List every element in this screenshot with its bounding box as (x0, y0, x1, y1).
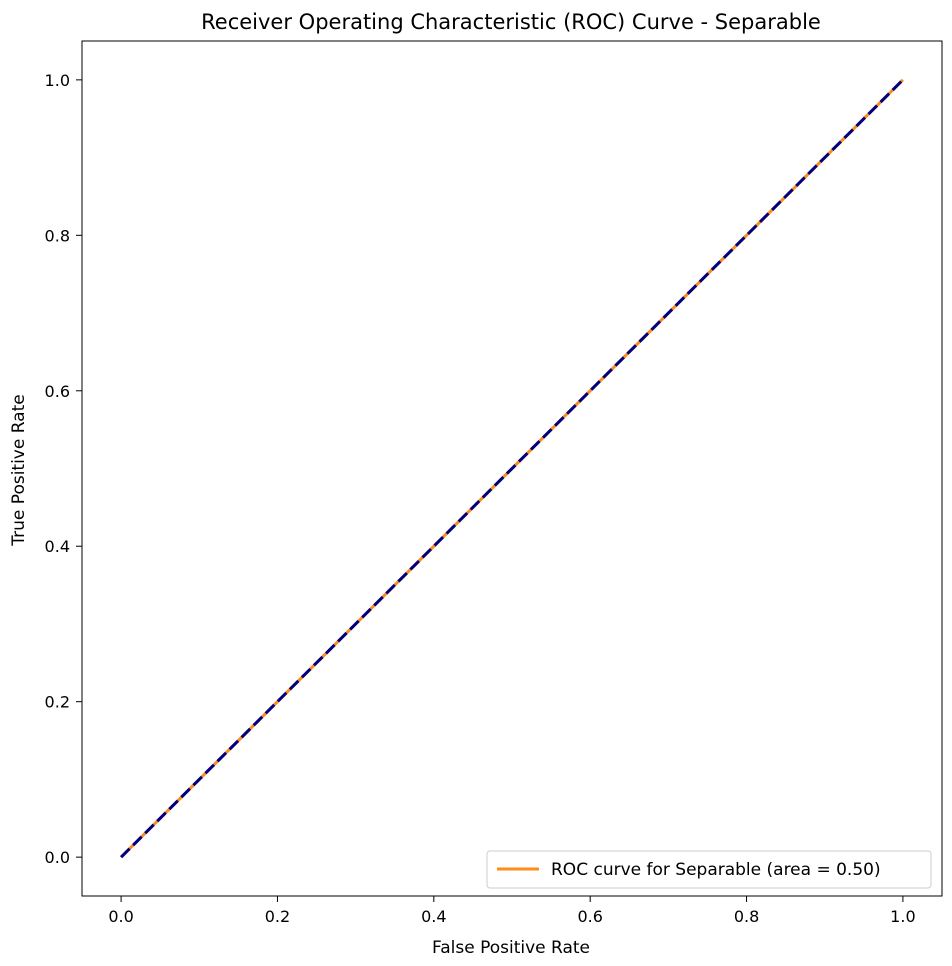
chart-title: Receiver Operating Characteristic (ROC) … (201, 10, 821, 34)
x-tick-label: 0.6 (577, 907, 602, 926)
plot-frame (81, 40, 943, 897)
x-tick-label: 0.2 (265, 907, 290, 926)
x-axis-ticks: 0.0 0.2 0.4 0.6 0.8 1.0 (108, 896, 916, 926)
y-tick-label: 0.2 (45, 693, 70, 712)
x-tick-label: 0.8 (734, 907, 759, 926)
y-tick-label: 0.8 (45, 226, 70, 245)
x-tick-label: 0.0 (108, 907, 133, 926)
legend-entry-label: ROC curve for Separable (area = 0.50) (551, 860, 881, 880)
y-tick-label: 0.0 (45, 848, 70, 867)
legend: ROC curve for Separable (area = 0.50) (486, 850, 932, 889)
series-layer (120, 78, 904, 859)
y-tick-label: 0.6 (45, 382, 70, 401)
legend-box (486, 850, 932, 889)
y-tick-label: 1.0 (45, 71, 70, 90)
y-tick-label: 0.4 (45, 537, 70, 556)
x-tick-label: 1.0 (890, 907, 915, 926)
x-tick-label: 0.4 (421, 907, 446, 926)
x-axis-label: False Positive Rate (432, 938, 590, 958)
y-axis-label: True Positive Rate (9, 394, 29, 546)
chance-diagonal-line (120, 78, 904, 859)
y-axis-ticks: 0.0 0.2 0.4 0.6 0.8 1.0 (45, 71, 82, 867)
